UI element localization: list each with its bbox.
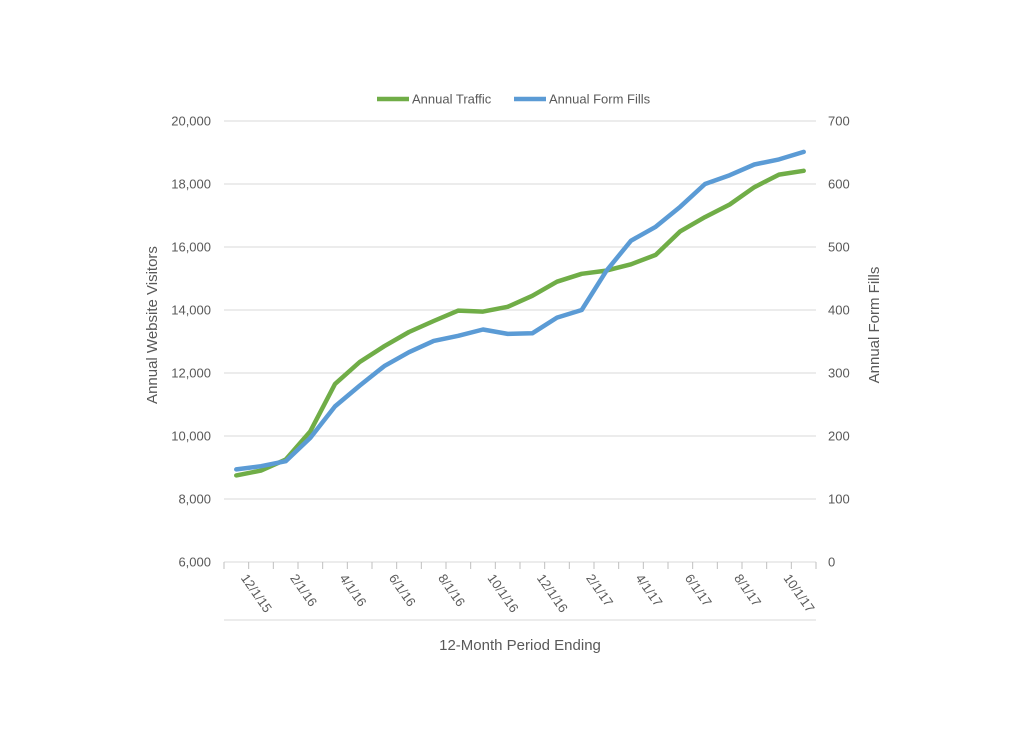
axis-labels: 6,000 8,000 10,000 12,000 14,000 16,000 18,000… [144,114,883,655]
y-left-tick-label: 18,000 [171,177,211,192]
x-tick-label: 2/1/17 [583,571,616,609]
y-right-tick-label: 300 [828,366,850,381]
y-left-tick-label: 16,000 [171,240,211,255]
x-axis-title: 12-Month Period Ending [439,637,601,654]
y-left-tick-label: 20,000 [171,114,211,129]
x-tick-label: 4/1/17 [633,571,666,609]
y-right-tick-label: 500 [828,240,850,255]
legend-label: Annual Traffic [412,92,492,107]
x-tick-label: 2/1/16 [287,571,320,609]
y-right-axis-title: Annual Form Fills [866,267,883,384]
y-left-axis-title: Annual Website Visitors [144,246,161,404]
x-tick-label: 6/1/17 [682,571,715,609]
x-tick-label: 8/1/16 [435,571,468,609]
y-right-tick-label: 200 [828,429,850,444]
y-right-tick-label: 400 [828,303,850,318]
x-tick-label: 6/1/16 [386,571,419,609]
x-tick-label: 10/1/16 [485,571,522,615]
y-left-tick-label: 10,000 [171,429,211,444]
x-tick-label: 10/1/17 [781,571,818,615]
y-right-tick-label: 100 [828,492,850,507]
y-right-tick-label: 0 [828,555,835,570]
series-line-annual-form-fills [234,149,806,472]
x-tick-label: 8/1/17 [731,571,764,609]
y-right-tick-label: 700 [828,114,850,129]
y-left-tick-label: 14,000 [171,303,211,318]
legend: Annual Traffic Annual Form Fills [377,92,651,107]
y-left-tick-label: 8,000 [178,492,211,507]
legend-label: Annual Form Fills [549,92,651,107]
y-right-tick-label: 600 [828,177,850,192]
series-line-annual-traffic [234,168,806,478]
x-tick-label: 4/1/16 [337,571,370,609]
x-tick-label: 12/1/15 [238,571,275,615]
series-lines [234,149,806,478]
x-tick-label: 12/1/16 [534,571,571,615]
gridlines [224,120,816,563]
y-left-tick-label: 12,000 [171,366,211,381]
axes [223,562,817,621]
y-left-tick-label: 6,000 [178,555,211,570]
